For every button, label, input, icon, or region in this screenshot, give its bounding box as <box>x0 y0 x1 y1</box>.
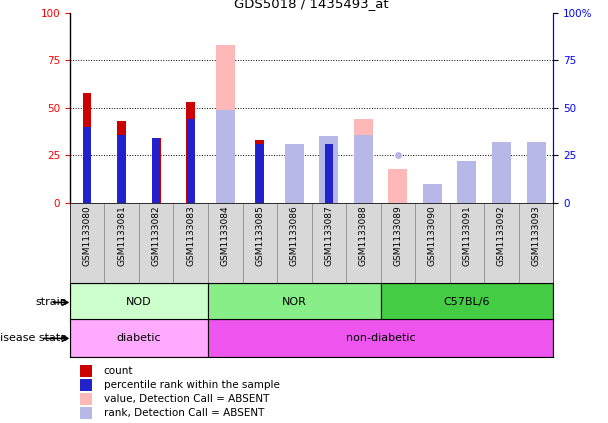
Text: disease state: disease state <box>0 333 67 343</box>
Text: NOR: NOR <box>282 297 307 308</box>
Bar <box>325 144 333 203</box>
Bar <box>208 283 381 321</box>
Bar <box>187 102 195 203</box>
Text: C57BL/6: C57BL/6 <box>444 297 490 308</box>
Bar <box>80 365 92 377</box>
Text: GSM1133085: GSM1133085 <box>255 206 264 266</box>
Bar <box>243 203 277 283</box>
Bar <box>187 119 195 203</box>
Bar <box>527 142 545 203</box>
Bar <box>70 319 208 357</box>
Bar <box>325 144 333 203</box>
Bar <box>255 140 264 203</box>
Bar <box>381 283 553 321</box>
Text: GSM1133093: GSM1133093 <box>531 206 541 266</box>
Bar <box>70 203 105 283</box>
Bar <box>70 283 208 321</box>
Text: rank, Detection Call = ABSENT: rank, Detection Call = ABSENT <box>104 408 264 418</box>
Bar <box>80 379 92 391</box>
Bar <box>277 203 311 283</box>
Bar <box>152 138 161 203</box>
Bar <box>457 161 477 203</box>
Bar <box>311 203 346 283</box>
Text: GSM1133084: GSM1133084 <box>221 206 230 266</box>
Bar <box>118 135 126 203</box>
Text: GSM1133082: GSM1133082 <box>152 206 161 266</box>
Bar <box>208 203 243 283</box>
Text: count: count <box>104 366 133 376</box>
Text: GSM1133083: GSM1133083 <box>186 206 195 266</box>
Bar <box>285 144 304 203</box>
Bar <box>216 45 235 203</box>
Text: GSM1133091: GSM1133091 <box>463 206 471 266</box>
Bar <box>256 144 264 203</box>
Bar <box>450 203 484 283</box>
Bar <box>208 319 553 357</box>
Bar <box>492 154 511 203</box>
Bar <box>139 203 173 283</box>
Text: diabetic: diabetic <box>117 333 161 343</box>
Text: NOD: NOD <box>126 297 152 308</box>
Bar <box>423 188 442 203</box>
Bar <box>519 203 553 283</box>
Text: strain: strain <box>35 297 67 308</box>
Bar <box>83 127 91 203</box>
Bar <box>415 203 450 283</box>
Bar <box>346 203 381 283</box>
Text: GSM1133092: GSM1133092 <box>497 206 506 266</box>
Bar <box>83 93 91 203</box>
Bar <box>423 184 442 203</box>
Bar <box>492 142 511 203</box>
Text: GSM1133080: GSM1133080 <box>83 206 92 266</box>
Bar <box>117 121 126 203</box>
Text: GSM1133090: GSM1133090 <box>428 206 437 266</box>
Bar <box>354 119 373 203</box>
Bar <box>457 174 477 203</box>
Bar <box>389 169 407 203</box>
Bar <box>319 136 339 203</box>
Text: GSM1133081: GSM1133081 <box>117 206 126 266</box>
Text: GSM1133089: GSM1133089 <box>393 206 402 266</box>
Bar <box>285 144 304 203</box>
Text: GSM1133087: GSM1133087 <box>324 206 333 266</box>
Bar <box>216 110 235 203</box>
Text: non-diabetic: non-diabetic <box>346 333 415 343</box>
Bar <box>80 407 92 419</box>
Bar <box>381 203 415 283</box>
Text: percentile rank within the sample: percentile rank within the sample <box>104 380 280 390</box>
Bar <box>354 135 373 203</box>
Bar <box>173 203 208 283</box>
Text: GSM1133088: GSM1133088 <box>359 206 368 266</box>
Bar <box>527 142 545 203</box>
Bar <box>105 203 139 283</box>
Text: GSM1133086: GSM1133086 <box>290 206 299 266</box>
Text: value, Detection Call = ABSENT: value, Detection Call = ABSENT <box>104 394 269 404</box>
Bar <box>153 138 160 203</box>
Bar <box>80 393 92 404</box>
Title: GDS5018 / 1435493_at: GDS5018 / 1435493_at <box>234 0 389 10</box>
Bar <box>484 203 519 283</box>
